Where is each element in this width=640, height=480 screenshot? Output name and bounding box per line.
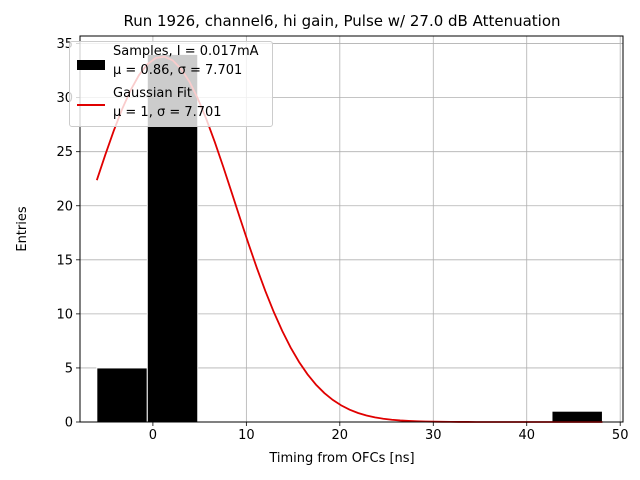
y-tick-label: 25 — [56, 145, 73, 160]
legend-swatch-samples — [77, 60, 105, 70]
plot-frame — [79, 35, 624, 423]
histogram-bar — [551, 410, 603, 423]
y-tick-label: 30 — [56, 91, 73, 106]
y-tick-label: 10 — [56, 307, 73, 322]
x-tick-label: 30 — [425, 428, 442, 443]
legend-stats-samples: μ = 0.86, σ = 7.701 — [113, 63, 243, 78]
x-tick-label: 0 — [149, 428, 157, 443]
y-tick-label: 20 — [56, 199, 73, 214]
legend-label-fit: Gaussian Fit — [113, 86, 193, 101]
chart-title: Run 1926, channel6, hi gain, Pulse w/ 27… — [123, 12, 560, 30]
x-tick-label: 20 — [332, 428, 349, 443]
y-axis-ticks: 0 5 10 15 20 25 30 35 — [56, 37, 80, 431]
legend: Samples, I = 0.017mA μ = 0.86, σ = 7.701… — [69, 41, 273, 127]
x-axis-ticks: 0 10 20 30 40 50 — [149, 422, 629, 443]
histogram-bar — [96, 367, 148, 423]
x-tick-label: 10 — [238, 428, 255, 443]
y-tick-label: 15 — [56, 253, 73, 268]
y-tick-label: 35 — [56, 37, 73, 52]
legend-label-samples: Samples, I = 0.017mA — [113, 44, 259, 59]
x-tick-label: 50 — [612, 428, 629, 443]
x-tick-label: 40 — [518, 428, 535, 443]
x-axis-label: Timing from OFCs [ns] — [268, 451, 414, 466]
y-tick-label: 5 — [65, 361, 73, 376]
legend-swatch-fit — [77, 104, 105, 106]
legend-stats-fit: μ = 1, σ = 7.701 — [113, 105, 222, 120]
y-axis-label: Entries — [15, 206, 30, 252]
y-tick-label: 0 — [65, 416, 73, 431]
